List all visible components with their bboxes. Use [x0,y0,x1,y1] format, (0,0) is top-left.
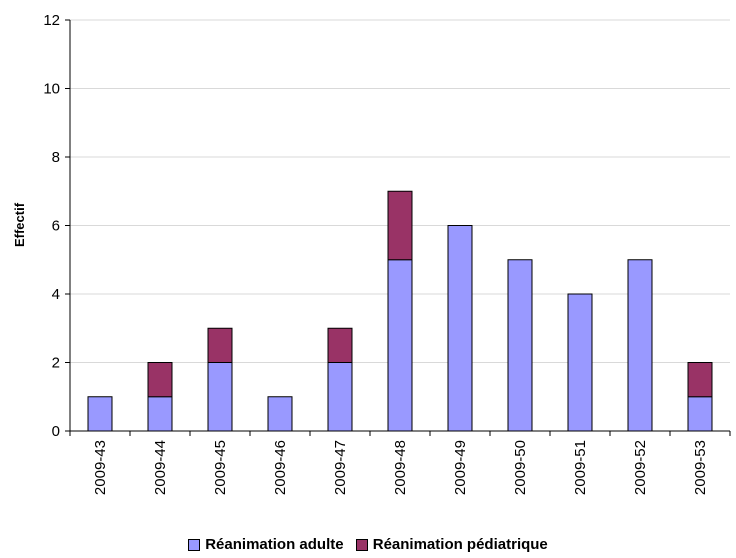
y-tick-label: 6 [52,218,60,235]
bar-adulte-2009-45 [207,362,233,432]
bar-pediatrique-2009-44 [147,362,173,398]
legend-swatch-pediatrique [355,538,368,551]
x-tick-label: 2009-47 [332,440,349,495]
axes: 0 2 4 6 8 10 12 2009-43 2009-44 2009-45 2009-46 200… [43,12,731,495]
x-tick-label: 2009-50 [512,440,529,495]
x-tick-label: 2009-49 [452,440,469,495]
bar-adulte-2009-48 [387,259,413,432]
legend: Réanimation adulte Réanimation pédiatriq… [0,536,736,555]
y-tick-label: 0 [52,423,60,440]
x-tick-label: 2009-46 [272,440,289,495]
bar-adulte-2009-47 [327,362,353,432]
bars [87,190,713,432]
legend-item-adulte: Réanimation adulte [188,536,344,553]
y-tick-label: 2 [52,355,60,372]
bar-pediatrique-2009-45 [207,327,233,363]
bar-adulte-2009-50 [507,259,533,432]
y-tick-label: 4 [52,286,60,303]
legend-item-pediatrique: Réanimation pédiatrique [355,536,548,553]
x-tick-label: 2009-52 [632,440,649,495]
y-tick-label: 10 [43,81,60,98]
y-tick-label: 8 [52,149,60,166]
y-axis-label: Effectif [12,202,27,247]
legend-label-adulte: Réanimation adulte [205,536,344,553]
x-tick-label: 2009-45 [212,440,229,495]
bar-pediatrique-2009-47 [327,327,353,363]
y-tick-label: 12 [43,12,60,29]
legend-label-pediatrique: Réanimation pédiatrique [372,536,548,553]
x-tick-label: 2009-43 [92,440,109,495]
bar-pediatrique-2009-53 [687,362,713,398]
bar-adulte-2009-46 [267,396,293,432]
bar-adulte-2009-49 [447,225,473,432]
chart-canvas: 0 2 4 6 8 10 12 2009-43 2009-44 2009-45 2009-46 200… [12,12,731,495]
bar-adulte-2009-43 [87,396,113,432]
x-tick-label: 2009-51 [572,440,589,495]
bar-adulte-2009-51 [567,293,593,432]
x-tick-label: 2009-44 [152,440,169,495]
x-tick-label: 2009-48 [392,440,409,495]
x-tick-label: 2009-53 [692,440,709,495]
bar-adulte-2009-44 [147,396,173,432]
bar-pediatrique-2009-48 [387,190,413,261]
bar-adulte-2009-52 [627,259,653,432]
bar-adulte-2009-53 [687,396,713,432]
legend-swatch-adulte [188,538,201,551]
